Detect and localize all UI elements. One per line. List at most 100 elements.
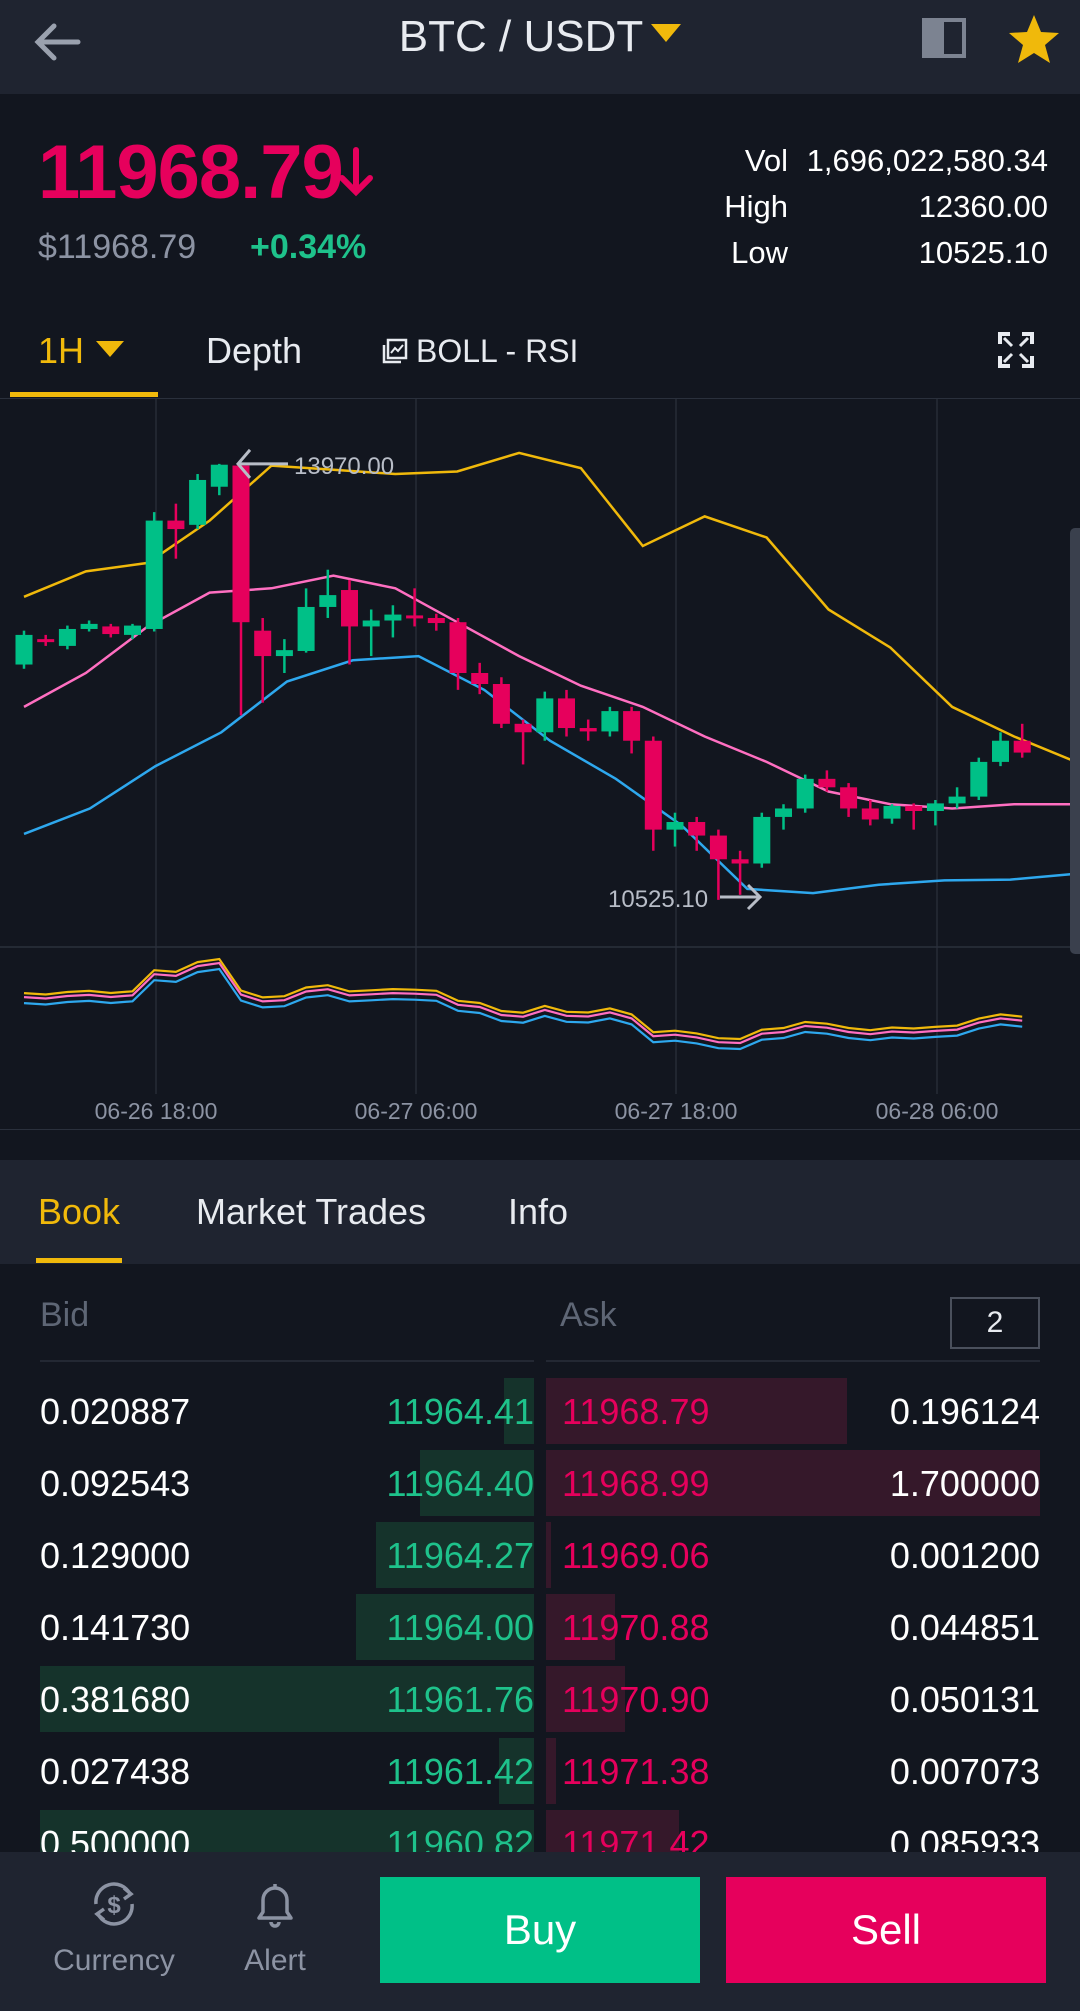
ask-depth-bar	[546, 1594, 616, 1660]
candle-body	[80, 623, 98, 629]
candle-body	[753, 816, 771, 864]
currency-label: Currency	[53, 1944, 175, 1977]
ask-depth-bar	[546, 1378, 848, 1444]
tab-underline	[10, 392, 158, 397]
ask-price: 11970.88	[562, 1607, 710, 1648]
tab-book[interactable]: Book	[38, 1191, 121, 1232]
divider	[546, 1360, 1040, 1362]
ask-price: 11970.90	[562, 1679, 710, 1720]
candle-body	[688, 822, 706, 836]
sell-button[interactable]: Sell	[726, 1877, 1046, 1983]
bid-depth-bar	[375, 1522, 534, 1588]
top-bar: BTC / USDT	[0, 0, 1080, 94]
ask-price: 11968.79	[562, 1391, 710, 1432]
candle-body	[1013, 740, 1031, 753]
fullscreen-icon[interactable]	[996, 330, 1036, 370]
order-book-row[interactable]: 0.020887 11964.41 11968.79 0.196124	[0, 1376, 1080, 1448]
order-book-row[interactable]: 0.381680 11961.76 11970.90 0.050131	[0, 1664, 1080, 1736]
ask-price: 11968.99	[562, 1463, 710, 1504]
tab-underline	[36, 1258, 122, 1263]
candle-body	[145, 520, 163, 629]
ask-quantity: 0.044851	[889, 1607, 1040, 1648]
candle-body	[948, 796, 966, 804]
divider	[40, 1360, 534, 1362]
bid-price: 11964.41	[386, 1391, 534, 1432]
down-arrow-icon	[339, 147, 373, 197]
bid-price: 11964.00	[386, 1607, 534, 1648]
candle-body	[623, 711, 641, 741]
candle-body	[861, 808, 879, 820]
bid-quantity: 0.092543	[40, 1463, 191, 1504]
rsi-line-2	[23, 961, 1023, 1045]
candle-body	[601, 711, 619, 732]
ask-depth-bar	[546, 1666, 626, 1732]
alert-label: Alert	[244, 1944, 306, 1977]
bid-price: 11964.27	[386, 1535, 534, 1576]
order-book-row[interactable]: 0.027438 11961.42 11971.38 0.007073	[0, 1736, 1080, 1808]
candle-body	[427, 617, 445, 624]
order-book-row[interactable]: 0.092543 11964.40 11968.99 1.700000	[0, 1448, 1080, 1520]
favorite-star-icon[interactable]	[1006, 12, 1062, 68]
ask-depth-bar	[546, 1522, 551, 1588]
split-view-icon[interactable]	[920, 14, 968, 62]
ask-quantity: 0.001200	[889, 1535, 1040, 1576]
indicator-selector[interactable]: BOLL - RSI	[382, 310, 578, 398]
bid-header: Bid	[40, 1296, 90, 1334]
candle-body	[818, 778, 836, 788]
bid-quantity: 0.027438	[40, 1751, 191, 1792]
candle-body	[558, 698, 575, 729]
x-tick-label: 06-28 06:00	[876, 1098, 999, 1124]
candle-body	[926, 803, 944, 812]
precision-selector[interactable]: 2	[950, 1297, 1040, 1349]
ask-depth-bar	[546, 1450, 1040, 1516]
bid-price: 11964.40	[386, 1463, 534, 1504]
order-book-row[interactable]: 0.141730 11964.00 11970.88 0.044851	[0, 1592, 1080, 1664]
pair-selector[interactable]: BTC / USDT	[0, 12, 1080, 62]
book-tabs: Book Market Trades Info	[0, 1160, 1080, 1264]
alert-button[interactable]: Alert	[232, 1852, 318, 2011]
candle-body	[37, 639, 55, 643]
rsi-line-3	[23, 957, 1023, 1041]
candle-body	[275, 650, 293, 657]
price-chart[interactable]: 13970.00 10525.10 06-26 18:00 06-27 06:00 0…	[0, 398, 1080, 1130]
ask-quantity: 0.050131	[889, 1679, 1040, 1720]
candlestick-chart: 13970.00 10525.10 06-26 18:00 06-27 06:00 0…	[0, 399, 1080, 1124]
x-tick-label: 06-26 18:00	[95, 1098, 218, 1124]
currency-button[interactable]: $ Currency	[46, 1852, 182, 2011]
bid-depth-bar	[504, 1378, 534, 1444]
candle-body	[189, 479, 207, 525]
bid-quantity: 0.141730	[40, 1607, 191, 1648]
tab-depth[interactable]: Depth	[206, 330, 303, 371]
buy-button[interactable]: Buy	[380, 1877, 700, 1983]
chart-scroll-handle[interactable]	[1070, 528, 1080, 954]
boll-lower-line	[23, 654, 1077, 895]
tab-market-trades[interactable]: Market Trades	[196, 1191, 427, 1232]
timeframe-selector[interactable]: 1H	[38, 310, 125, 398]
candle-body	[362, 620, 380, 627]
bid-quantity: 0.381680	[40, 1679, 191, 1720]
ask-quantity: 0.007073	[889, 1751, 1040, 1792]
last-price: 11968.79	[38, 130, 344, 215]
boll-upper-line	[23, 451, 1077, 764]
candle-body	[210, 464, 228, 487]
candle-body	[775, 808, 792, 817]
currency-exchange-icon: $	[94, 1882, 134, 1926]
order-book-row[interactable]: 0.129000 11964.27 11969.06 0.001200	[0, 1520, 1080, 1592]
ask-header: Ask	[560, 1296, 617, 1334]
candle-body	[840, 787, 858, 809]
x-tick-label: 06-27 06:00	[355, 1098, 478, 1124]
low-marker-label: 10525.10	[608, 886, 708, 913]
stat-high: High 12360.00	[724, 189, 1048, 224]
candle-body	[124, 625, 141, 635]
fiat-price: $11968.79	[38, 228, 197, 266]
ask-quantity: 1.700000	[889, 1463, 1040, 1504]
chart-tabs: 1H Depth BOLL - RSI	[0, 310, 1080, 398]
candle-body	[970, 761, 988, 797]
candle-body	[666, 822, 684, 830]
candle-body	[905, 805, 923, 812]
candle-body	[319, 595, 337, 607]
back-arrow-icon[interactable]	[28, 12, 88, 72]
tab-info[interactable]: Info	[508, 1191, 569, 1232]
ticker-stats: Vol 1,696,022,580.34 High 12360.00 Low 1052…	[668, 138, 1048, 276]
candle-body	[15, 634, 33, 665]
